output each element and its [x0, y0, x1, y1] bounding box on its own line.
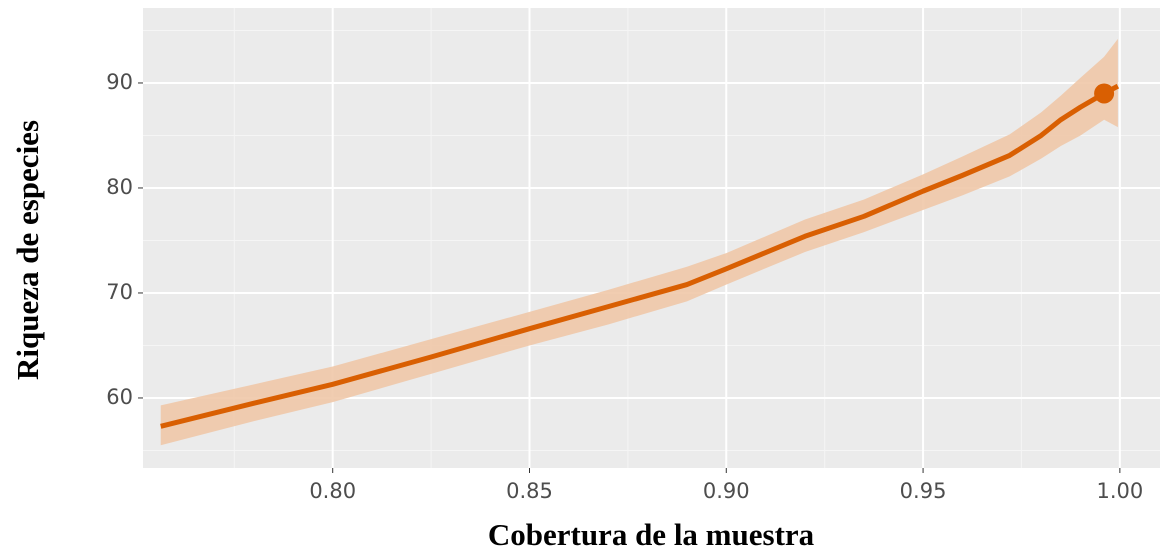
x-tick-label: 0.80	[309, 479, 356, 503]
x-tick-label: 0.90	[703, 479, 750, 503]
y-tick-label: 70	[106, 280, 133, 304]
x-axis-title: Cobertura de la muestra	[488, 517, 815, 552]
line	[160, 83, 1120, 429]
x-tick-label: 1.00	[1096, 479, 1143, 503]
x-tick-label: 0.85	[506, 479, 553, 503]
observed-point	[1094, 83, 1115, 104]
y-tick-label: 80	[106, 175, 133, 199]
y-tick-label: 90	[106, 70, 133, 94]
y-tick-label: 60	[106, 385, 133, 409]
x-tick-label: 0.95	[900, 479, 947, 503]
y-axis-title: Riqueza de especies	[10, 120, 45, 380]
